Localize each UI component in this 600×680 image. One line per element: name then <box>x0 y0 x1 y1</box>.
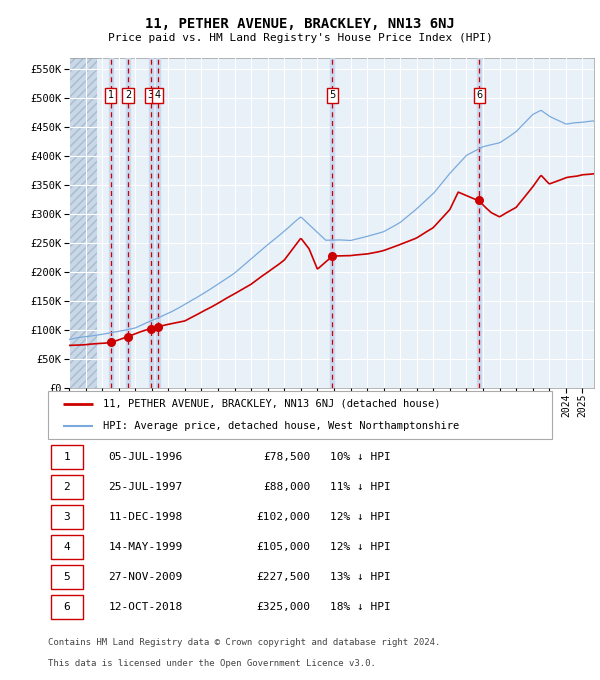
Text: 05-JUL-1996: 05-JUL-1996 <box>109 452 183 462</box>
Text: 14-MAY-1999: 14-MAY-1999 <box>109 542 183 552</box>
Text: 11% ↓ HPI: 11% ↓ HPI <box>330 482 391 492</box>
Text: 10% ↓ HPI: 10% ↓ HPI <box>330 452 391 462</box>
Text: 12% ↓ HPI: 12% ↓ HPI <box>330 512 391 522</box>
Text: 3: 3 <box>64 512 70 522</box>
FancyBboxPatch shape <box>50 475 83 498</box>
Text: 3: 3 <box>148 90 154 101</box>
Text: 12-OCT-2018: 12-OCT-2018 <box>109 602 183 612</box>
Bar <box>478 58 481 388</box>
Bar <box>156 58 160 388</box>
Text: 27-NOV-2009: 27-NOV-2009 <box>109 572 183 582</box>
Text: 5: 5 <box>329 90 335 101</box>
Text: HPI: Average price, detached house, West Northamptonshire: HPI: Average price, detached house, West… <box>103 421 460 430</box>
Text: 6: 6 <box>476 90 482 101</box>
FancyBboxPatch shape <box>50 505 83 529</box>
Bar <box>331 58 334 388</box>
Text: £105,000: £105,000 <box>256 542 310 552</box>
FancyBboxPatch shape <box>50 566 83 589</box>
FancyBboxPatch shape <box>50 596 83 619</box>
Text: 12% ↓ HPI: 12% ↓ HPI <box>330 542 391 552</box>
Text: Contains HM Land Registry data © Crown copyright and database right 2024.: Contains HM Land Registry data © Crown c… <box>48 638 440 647</box>
Text: 4: 4 <box>64 542 70 552</box>
Text: £78,500: £78,500 <box>263 452 310 462</box>
Text: 11-DEC-1998: 11-DEC-1998 <box>109 512 183 522</box>
Bar <box>69 58 97 388</box>
Text: 11, PETHER AVENUE, BRACKLEY, NN13 6NJ: 11, PETHER AVENUE, BRACKLEY, NN13 6NJ <box>145 17 455 31</box>
Text: 18% ↓ HPI: 18% ↓ HPI <box>330 602 391 612</box>
Text: 1: 1 <box>64 452 70 462</box>
FancyBboxPatch shape <box>50 535 83 559</box>
Text: 25-JUL-1997: 25-JUL-1997 <box>109 482 183 492</box>
Text: £227,500: £227,500 <box>256 572 310 582</box>
Text: £88,000: £88,000 <box>263 482 310 492</box>
Bar <box>109 58 113 388</box>
Text: £102,000: £102,000 <box>256 512 310 522</box>
Text: 2: 2 <box>125 90 131 101</box>
Text: Price paid vs. HM Land Registry's House Price Index (HPI): Price paid vs. HM Land Registry's House … <box>107 33 493 43</box>
Text: 5: 5 <box>64 572 70 582</box>
Text: 4: 4 <box>155 90 161 101</box>
Text: £325,000: £325,000 <box>256 602 310 612</box>
Text: 6: 6 <box>64 602 70 612</box>
Text: 2: 2 <box>64 482 70 492</box>
Bar <box>126 58 130 388</box>
Text: 13% ↓ HPI: 13% ↓ HPI <box>330 572 391 582</box>
FancyBboxPatch shape <box>50 445 83 469</box>
FancyBboxPatch shape <box>48 391 552 439</box>
Text: 1: 1 <box>107 90 113 101</box>
Text: This data is licensed under the Open Government Licence v3.0.: This data is licensed under the Open Gov… <box>48 658 376 668</box>
Text: 11, PETHER AVENUE, BRACKLEY, NN13 6NJ (detached house): 11, PETHER AVENUE, BRACKLEY, NN13 6NJ (d… <box>103 399 441 409</box>
Bar <box>149 58 153 388</box>
